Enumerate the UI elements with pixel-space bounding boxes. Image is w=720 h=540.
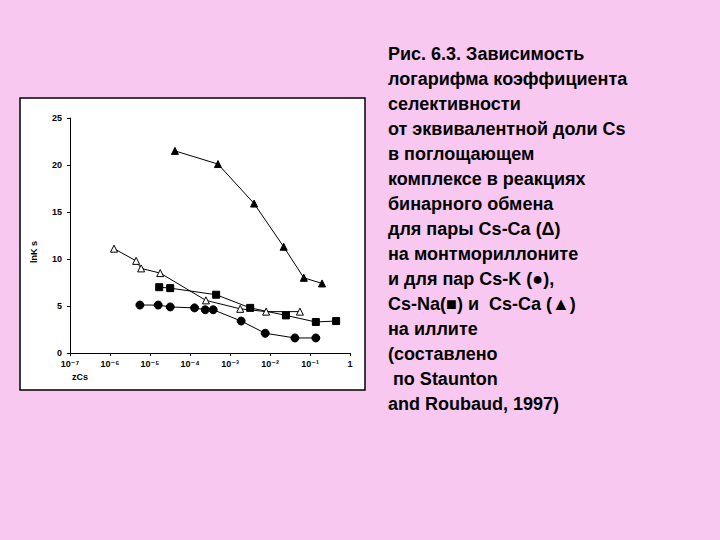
svg-text:15: 15	[52, 207, 62, 217]
svg-text:Рис. 6.3. Зависимость: Рис. 6.3. Зависимость	[388, 44, 584, 64]
svg-text:(составлено: (составлено	[388, 344, 498, 364]
svg-text:селективности: селективности	[388, 94, 521, 114]
svg-text:10⁻⁴: 10⁻⁴	[180, 359, 199, 369]
svg-text:бинарного обмена: бинарного обмена	[388, 194, 554, 214]
svg-text:на иллите: на иллите	[388, 319, 478, 339]
svg-text:и для пар Cs-K (●),: и для пар Cs-K (●),	[388, 269, 554, 289]
svg-text:10⁻⁵: 10⁻⁵	[141, 359, 160, 369]
svg-text:на монтмориллоните: на монтмориллоните	[388, 244, 578, 264]
svg-text:10⁻¹: 10⁻¹	[301, 359, 319, 369]
svg-text:20: 20	[52, 160, 62, 170]
svg-text:10⁻⁷: 10⁻⁷	[61, 359, 80, 369]
svg-text:1: 1	[347, 359, 352, 369]
svg-text:комплексе в реакциях: комплексе в реакциях	[388, 169, 585, 189]
svg-text:логарифма коэффициента: логарифма коэффициента	[388, 69, 628, 89]
svg-text:zCs: zCs	[72, 372, 88, 382]
svg-text:and Roubaud, 1997): and Roubaud, 1997)	[388, 394, 559, 414]
svg-text:25: 25	[52, 113, 62, 123]
svg-text:в поглощающем: в поглощающем	[388, 144, 534, 164]
svg-text:10⁻³: 10⁻³	[221, 359, 239, 369]
svg-text:10⁻²: 10⁻²	[261, 359, 279, 369]
svg-text:0: 0	[57, 348, 62, 358]
svg-text:10: 10	[52, 254, 62, 264]
svg-text:lnK s: lnK s	[29, 241, 39, 263]
svg-text:по Staunton: по Staunton	[388, 369, 498, 389]
svg-text:10⁻⁶: 10⁻⁶	[101, 359, 120, 369]
svg-text:для пары Cs-Ca (Δ): для пары Cs-Ca (Δ)	[388, 219, 561, 239]
svg-text:от эквивалентной доли Cs: от эквивалентной доли Cs	[388, 119, 626, 139]
svg-text:Cs-Na(■) и Cs-Ca (▲): Cs-Na(■) и Cs-Ca (▲)	[388, 294, 576, 314]
svg-text:5: 5	[57, 301, 62, 311]
